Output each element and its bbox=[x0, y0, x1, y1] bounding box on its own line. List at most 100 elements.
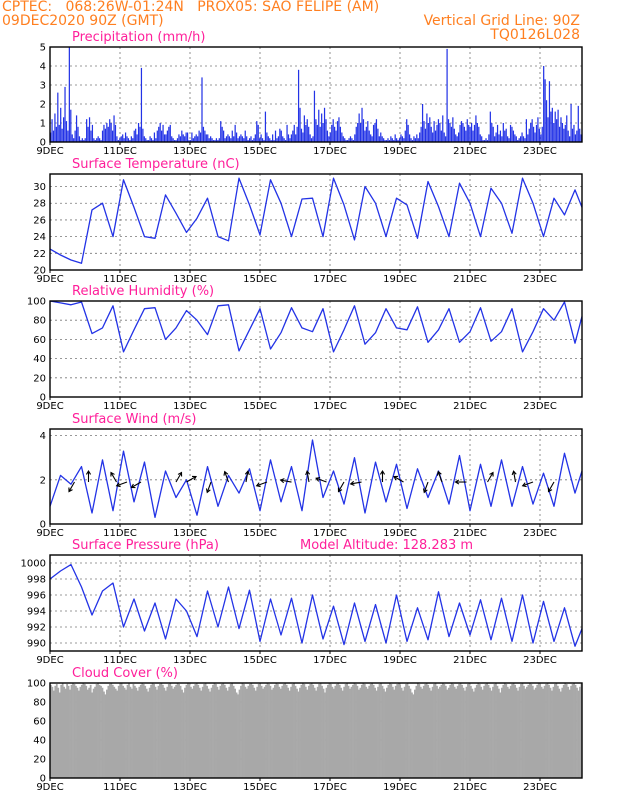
precip-bar bbox=[459, 124, 461, 142]
precip-bar bbox=[251, 140, 254, 142]
precip-bar bbox=[198, 130, 200, 142]
cloud-bar bbox=[163, 687, 166, 778]
cloud-bar bbox=[340, 687, 343, 778]
cloud-bar bbox=[303, 683, 306, 778]
cloud-bar bbox=[209, 691, 211, 778]
precip-bar bbox=[512, 130, 515, 142]
cloud-bar bbox=[310, 683, 313, 778]
wind-arrowhead bbox=[223, 470, 229, 476]
cloud-bar bbox=[369, 683, 372, 778]
cloud-bar bbox=[179, 685, 182, 778]
precip-bar bbox=[282, 136, 284, 142]
precip-bar bbox=[414, 138, 416, 142]
precip-bar bbox=[283, 138, 285, 142]
cloud-bar bbox=[304, 686, 307, 778]
precip-bar bbox=[580, 134, 582, 142]
precip-bar bbox=[137, 123, 140, 142]
cloud-bar bbox=[467, 683, 469, 778]
y-tick-label: 22 bbox=[33, 249, 46, 260]
cloud-bar bbox=[355, 683, 357, 778]
x-tick-label: 15DEC bbox=[243, 528, 277, 539]
x-tick-label: 23DEC bbox=[523, 401, 557, 412]
precip-bar bbox=[491, 123, 493, 142]
x-tick-label: 11DEC bbox=[103, 528, 137, 539]
precip-bar bbox=[244, 130, 246, 142]
x-tick-label: 17DEC bbox=[313, 528, 347, 539]
x-tick-label: 21DEC bbox=[453, 401, 487, 412]
cloud-bar bbox=[218, 689, 220, 778]
precip-bar bbox=[370, 134, 372, 142]
cloud-bar bbox=[403, 686, 406, 778]
cloud-bar bbox=[511, 683, 514, 778]
header-station: CPTEC: 068:26W-01:24N PROX05: SAO FELIPE… bbox=[2, 0, 380, 15]
cloud-bar bbox=[568, 689, 571, 778]
precip-bar bbox=[285, 140, 287, 142]
precip-bar bbox=[199, 132, 202, 142]
precip-bar bbox=[231, 130, 233, 142]
cloud-bar bbox=[151, 683, 154, 778]
precip-bar bbox=[528, 128, 530, 142]
cloud-bar bbox=[228, 686, 231, 778]
precip-bar bbox=[558, 126, 561, 142]
cloud-bar bbox=[514, 684, 516, 778]
series-line bbox=[49, 300, 583, 353]
x-tick-label: 9DEC bbox=[36, 274, 63, 285]
cloud-bar bbox=[201, 686, 204, 778]
precip-bar bbox=[463, 126, 466, 142]
cloud-bar bbox=[315, 690, 318, 778]
cloud-bar bbox=[291, 683, 294, 778]
precip-bar bbox=[430, 126, 432, 142]
wind-arrow bbox=[437, 471, 443, 483]
precip-bar bbox=[120, 136, 122, 142]
cloud-bar bbox=[341, 690, 344, 778]
panel-frame bbox=[49, 173, 583, 271]
wind-arrow bbox=[110, 472, 117, 483]
precip-bar bbox=[411, 140, 414, 142]
wind-arrowhead bbox=[192, 475, 197, 481]
precip-bar bbox=[150, 138, 153, 142]
wind-arrow bbox=[68, 481, 75, 492]
cloud-bar bbox=[136, 690, 139, 778]
cloud-bar bbox=[425, 683, 428, 778]
precip-bar bbox=[547, 117, 549, 142]
precip-bar bbox=[577, 105, 579, 142]
precip-bar bbox=[341, 132, 343, 142]
cloud-bar bbox=[400, 687, 403, 778]
x-tick-label: 19DEC bbox=[383, 782, 417, 793]
precip-bar bbox=[61, 128, 63, 142]
precip-bar bbox=[57, 92, 59, 142]
cloud-bar bbox=[207, 688, 210, 778]
cloud-bar bbox=[104, 694, 107, 778]
precip-bar bbox=[381, 136, 383, 142]
cloud-bar bbox=[263, 686, 266, 778]
precip-bar bbox=[346, 140, 349, 142]
cloud-bar bbox=[188, 683, 191, 778]
cloud-bar bbox=[396, 683, 399, 778]
cloud-bar bbox=[551, 690, 553, 778]
precip-bar bbox=[569, 136, 571, 142]
precip-bar bbox=[237, 138, 239, 142]
precip-bar bbox=[99, 138, 101, 142]
cloud-bar bbox=[450, 683, 453, 778]
precip-bar bbox=[377, 128, 379, 142]
cloud-bar bbox=[73, 683, 76, 778]
cloud-bar bbox=[359, 687, 362, 778]
precip-bar bbox=[450, 126, 453, 142]
cloud-bar bbox=[512, 683, 515, 778]
y-tick-label: 80 bbox=[33, 698, 46, 709]
precip-bar bbox=[532, 126, 535, 142]
cloud-bar bbox=[157, 685, 160, 778]
precip-bar bbox=[129, 140, 131, 142]
cloud-bar bbox=[170, 685, 173, 778]
cloud-bar bbox=[274, 684, 276, 778]
precip-bar bbox=[280, 130, 282, 142]
y-tick-label: 100 bbox=[27, 679, 46, 690]
x-tick-label: 13DEC bbox=[173, 655, 207, 666]
wind-arrowhead bbox=[393, 475, 398, 481]
precip-bar bbox=[429, 117, 431, 142]
cloud-bar bbox=[484, 683, 487, 778]
precip-bar bbox=[303, 115, 305, 142]
precip-bar bbox=[132, 138, 134, 142]
cloud-bar bbox=[549, 687, 552, 778]
precip-bar bbox=[527, 134, 529, 142]
